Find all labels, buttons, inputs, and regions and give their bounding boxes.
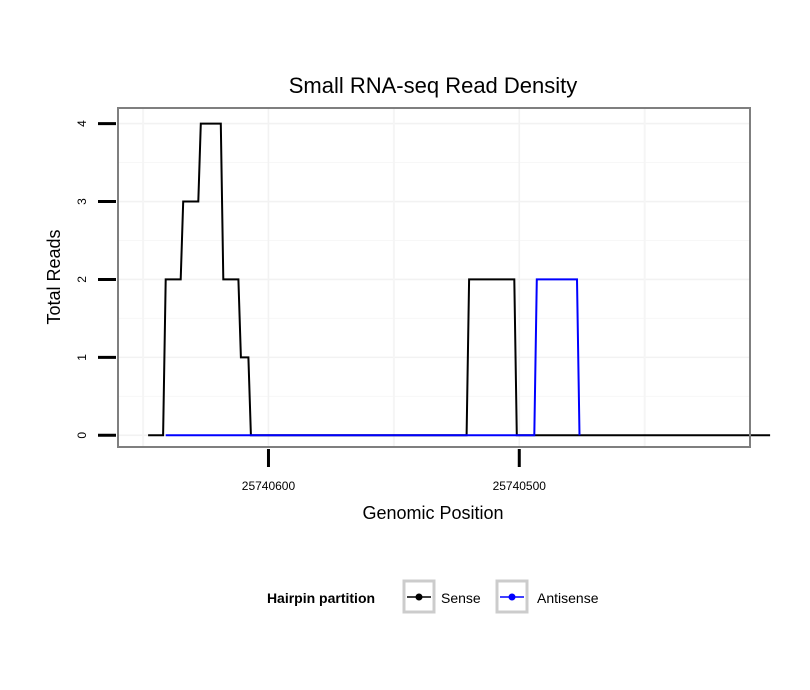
series-line-antisense [165, 278, 581, 437]
y-axis: 0 1 2 3 4 [75, 120, 116, 439]
x-axis-title: Genomic Position [362, 503, 503, 523]
legend-title: Hairpin partition [267, 590, 375, 606]
legend-item-sense: Sense [402, 579, 481, 614]
y-tick-label: 4 [75, 120, 89, 127]
y-axis-title: Total Reads [44, 229, 64, 324]
y-tick-label: 3 [75, 198, 89, 205]
plot-frame [117, 107, 751, 448]
series-layer [148, 122, 771, 437]
legend: Hairpin partition Sense Antisense [267, 579, 599, 614]
x-tick-label: 25740600 [242, 479, 296, 493]
series-line-sense [148, 122, 771, 437]
y-tick-label: 2 [75, 276, 89, 283]
legend-item-antisense: Antisense [495, 579, 599, 614]
legend-label-sense: Sense [441, 590, 481, 606]
chart-title: Small RNA-seq Read Density [289, 73, 578, 98]
y-tick-label: 0 [75, 432, 89, 439]
x-tick-label: 25740500 [493, 479, 547, 493]
legend-label-antisense: Antisense [537, 590, 599, 606]
grid-lines [118, 108, 750, 447]
x-axis: 25740600 25740500 [242, 449, 547, 493]
legend-dot-antisense [508, 593, 516, 601]
y-tick-label: 1 [75, 354, 89, 361]
legend-dot-sense [415, 593, 423, 601]
